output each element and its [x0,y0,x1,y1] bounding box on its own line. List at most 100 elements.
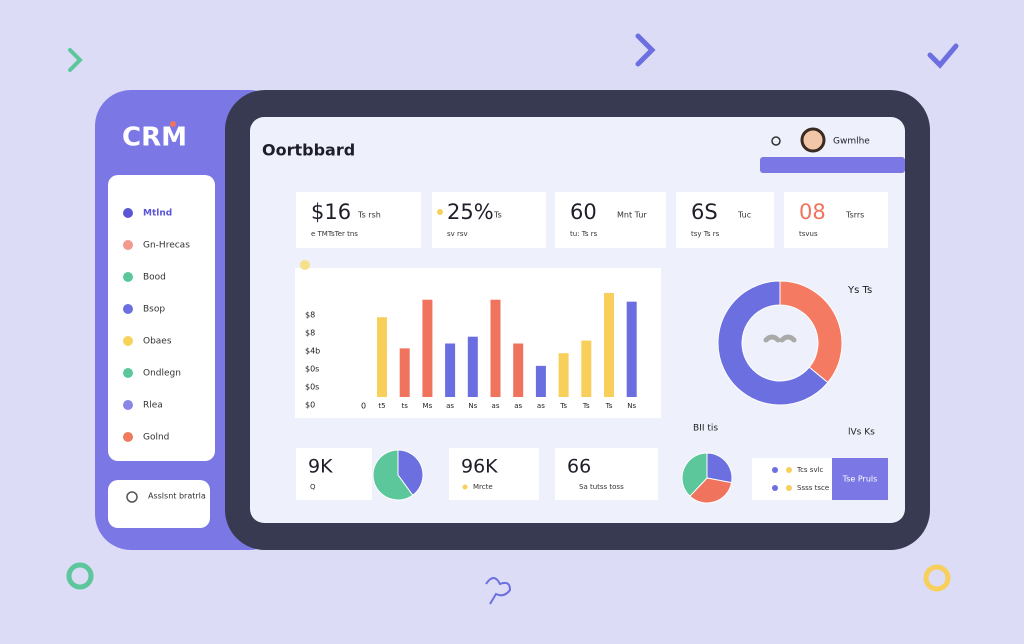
x-label: ts [401,402,408,410]
bar [558,353,569,397]
menu-icon[interactable] [123,208,133,218]
x-label: Ts [582,402,590,410]
pie-slice [397,449,424,496]
donut-caption: BII tis [693,424,718,434]
logo: CRM [122,123,187,153]
stat-card [784,192,888,248]
deco-circle [923,564,951,592]
logo-dot [170,121,176,127]
mini-label: Q [310,483,316,491]
stat-card [676,192,774,248]
stat-label: Tsrrs [845,211,864,220]
x-label: as [446,402,454,410]
legend-dot [772,485,778,491]
bar [445,343,456,397]
x-label: t5 [378,402,385,410]
menu-icon[interactable] [123,432,133,442]
stat-label: Tuc [737,211,751,220]
stat-card [432,192,546,248]
header-bar [760,157,905,173]
x-label: Ms [423,402,433,410]
stat-label: Mnt Tur [617,211,647,220]
deco-icon [485,577,512,605]
legend-item: Tcs svlc [796,466,824,474]
pie-slice [706,452,733,484]
stat-value: 25% [447,200,494,224]
menu-icon[interactable] [123,368,133,378]
pie-slice [372,449,414,501]
y-label: $0s [305,383,319,392]
pie-slice [717,280,829,406]
menu-item[interactable]: Ondlegn [143,369,181,379]
legend-button[interactable]: Tse Pruls [842,475,878,484]
bar [422,299,433,397]
sidebar-footer: Asslsnt bratrla [148,492,206,501]
stat-value: 6S [691,200,718,224]
bar [626,301,637,397]
menu-icon[interactable] [123,240,133,250]
stat-card [555,192,666,248]
legend-dot [786,467,792,473]
stat-sub: tsvus [799,230,818,238]
menu-item[interactable]: Mtlnd [143,209,172,219]
legend-dot [772,467,778,473]
menu-item[interactable]: Gn-Hrecas [143,241,190,251]
donut-center-icon [763,334,797,343]
stat-dot [437,209,443,215]
bar [604,292,614,397]
footer-icon [126,491,138,503]
x-label: Ns [468,402,477,410]
x-label: Ts [605,402,613,410]
menu-icon[interactable] [123,304,133,314]
mini-value: 9K [308,456,333,478]
user-name[interactable]: Gwmlhe [833,137,870,147]
x-label: as [537,402,545,410]
mini-dot [462,484,468,490]
stat-label: Ts rsh [357,211,381,220]
notification-icon[interactable] [771,136,781,146]
menu-item[interactable]: Golnd [143,433,169,443]
mini-card [296,448,372,500]
dynamic-layer: Mtlnd Gn-Hrecas Bood Bsop Obaes Ondlegn Rlea Go… [123,192,888,504]
menu-item[interactable]: Obaes [143,337,172,347]
mini-card [449,448,539,500]
menu-icon[interactable] [123,400,133,410]
bar [467,336,478,397]
legend-button-bg[interactable] [832,458,888,500]
stat-sub: e TMTsTer tns [311,230,358,238]
stat-label: Ts [493,211,502,220]
bar [535,365,546,397]
bar [490,299,501,397]
y-label: $8 [305,311,315,320]
page-title: Oortbbard [262,141,355,160]
mini-card [555,448,658,500]
stat-value: 60 [570,200,597,224]
deco-check [927,43,959,69]
menu-icon[interactable] [123,336,133,346]
menu-item[interactable]: Bsop [143,305,165,315]
pie-slice [681,452,708,497]
bar [581,340,592,397]
stat-sub: sv rsv [447,230,468,238]
y-label: $0s [305,365,319,374]
sidebar [108,175,215,461]
bar [513,343,524,397]
x-label: as [492,402,500,410]
y-label: $8 [305,329,315,338]
bar-chart-card [295,268,661,418]
stat-sub: tsy Ts rs [691,230,720,238]
menu-item[interactable]: Bood [143,273,166,283]
avatar[interactable] [800,127,826,153]
legend-item: Ssss tsce [797,484,829,492]
donut-label: Ys Ts [847,285,872,296]
menu-item[interactable]: Rlea [143,401,163,411]
menu-icon[interactable] [123,272,133,282]
x-label: Ns [627,402,636,410]
x-origin-label: 0 [361,402,366,411]
stat-value: 08 [799,200,826,224]
donut-caption: lVs Ks [848,428,875,438]
stat-card [296,192,421,248]
sidebar-footer-card [108,480,210,528]
